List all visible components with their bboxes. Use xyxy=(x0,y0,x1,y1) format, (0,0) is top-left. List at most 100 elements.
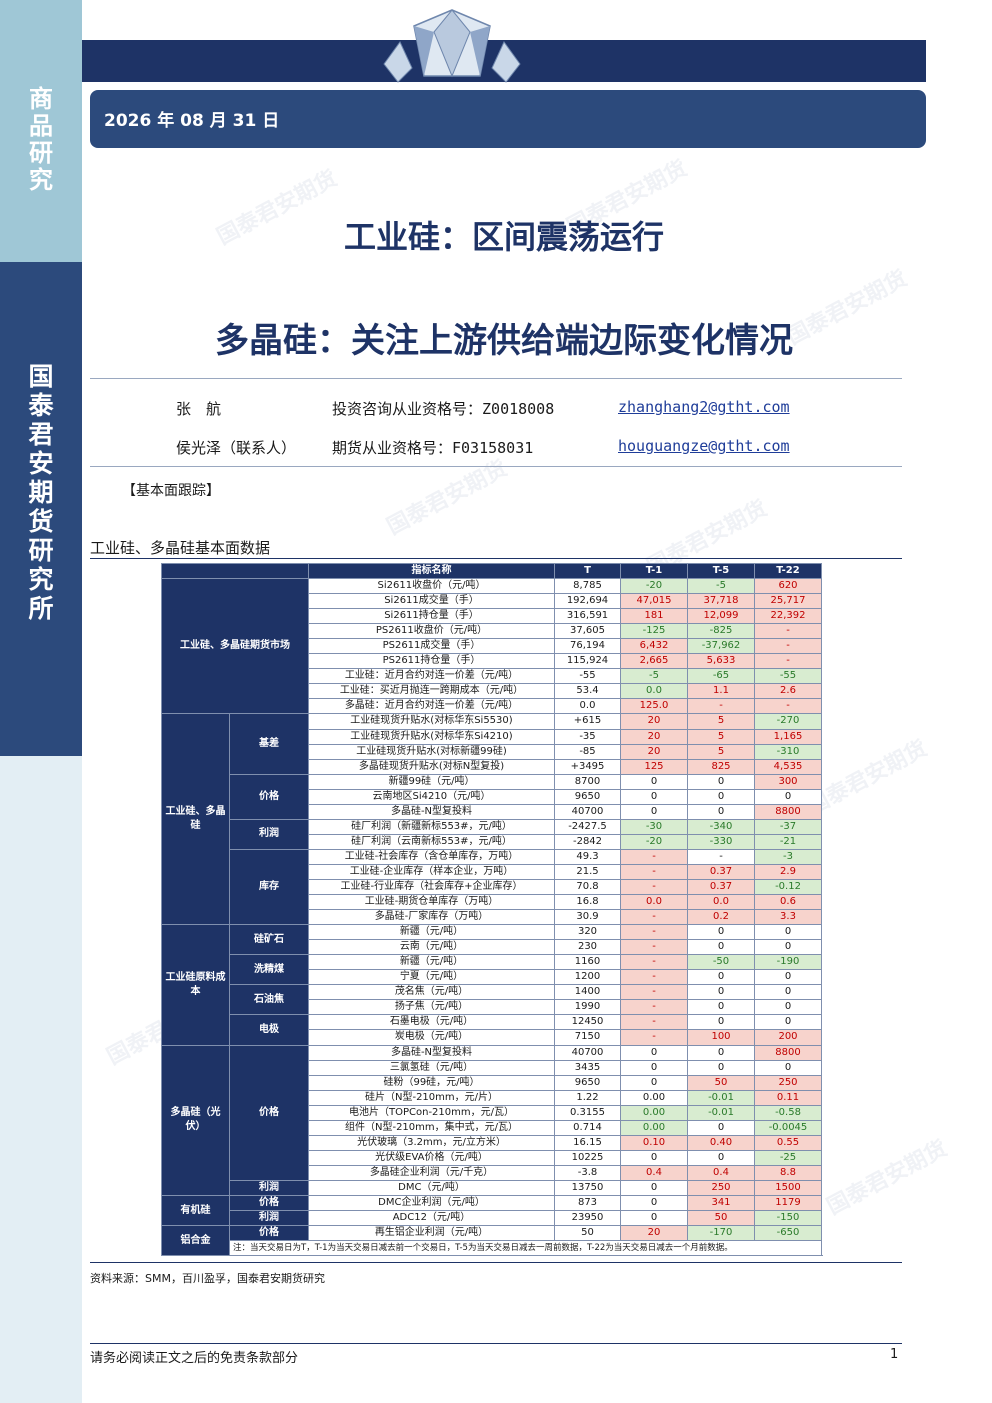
caption-underline xyxy=(90,558,902,559)
change-cell-t1: 0 xyxy=(620,803,688,820)
value-cell: +615 xyxy=(554,713,621,730)
subgroup-label: 利润 xyxy=(229,1210,309,1227)
footer-disclaimer: 请务必阅读正文之后的免责条款部分 xyxy=(90,1351,299,1366)
subgroup-label: 利润 xyxy=(229,1179,309,1196)
value-cell: 0.3155 xyxy=(554,1104,621,1121)
value-cell: 7150 xyxy=(554,1029,621,1046)
divider xyxy=(90,466,902,467)
subgroup-label: 利润 xyxy=(229,818,309,850)
date-banner xyxy=(90,90,926,148)
change-cell-t5: -5 xyxy=(687,578,755,595)
data-source: 资料来源：SMM，百川盈孚，国泰君安期货研究 xyxy=(90,1272,325,1285)
value-cell: 316,591 xyxy=(554,608,621,625)
col-header-indicator: 指标名称 xyxy=(308,562,555,580)
change-cell-t22: -3 xyxy=(754,848,822,865)
change-cell-t5: 0 xyxy=(687,788,755,805)
indicator-cell: 再生铝企业利润（元/吨） xyxy=(308,1225,555,1242)
indicator-cell: 新疆（元/吨） xyxy=(308,954,555,971)
value-cell: 16.15 xyxy=(554,1134,621,1151)
indicator-cell: Si2611成交量（手） xyxy=(308,593,555,610)
section-tag: 【基本面跟踪】 xyxy=(122,483,220,499)
change-cell-t22: 620 xyxy=(754,578,822,595)
indicator-cell: 多晶硅企业利润（元/千克） xyxy=(308,1164,555,1181)
change-cell-t22: 250 xyxy=(754,1074,822,1091)
change-cell-t5: 0.2 xyxy=(687,909,755,926)
table-row: 工业硅、多晶硅 基差 工业硅现货升贴水(对标华东Si5530) +615 20 5 -270 xyxy=(161,713,822,926)
value-cell: 230 xyxy=(554,939,621,956)
change-cell-t22: -270 xyxy=(754,713,822,730)
change-cell-t1: - xyxy=(620,954,688,971)
table-row: 多晶硅：近月合约对连一价差（元/吨） 0.0 125.0- - xyxy=(162,698,822,715)
table-row: 多晶硅（光伏） 价格 多晶硅-N型复投料 40700 0 0 8800 xyxy=(161,1044,822,1196)
subgroup-label: 石油焦 xyxy=(229,984,309,1016)
change-cell-t1: 0 xyxy=(620,1179,688,1196)
table-row: 电极 石墨电极（元/吨） 12450-0 0 xyxy=(162,1014,822,1046)
change-cell-t5: 0 xyxy=(687,773,755,790)
diamond-logo-icon xyxy=(383,9,521,83)
report-date: 2026 年 08 月 31 日 xyxy=(104,111,280,131)
table-row: 工业硅：买近月抛连一跨期成本（元/吨） 53.4 0.0 1.1 2.6 xyxy=(162,683,822,700)
table-row: 多晶硅-N型复投料 40700 0 0 8800 xyxy=(162,803,822,820)
author-cert: 期货从业资格号：F03158031 xyxy=(332,439,534,457)
subgroup-label: 基差 xyxy=(229,713,309,775)
table-row: 硅片（N型-210mm，元/片） 1.22 0.00 -0.01 0.11 xyxy=(162,1089,822,1106)
sidebar-top-band xyxy=(0,0,82,262)
value-cell: 3435 xyxy=(554,1059,621,1076)
change-cell-t22: 0 xyxy=(754,969,822,986)
change-cell-t5: 0 xyxy=(687,1044,755,1061)
table-row: 库存 工业硅-社会库存（含仓单库存，万吨） 49.3- - -3 xyxy=(162,848,822,926)
change-cell-t5: 0 xyxy=(687,924,755,941)
change-cell-t5: 0 xyxy=(687,803,755,820)
change-cell-t5: 100 xyxy=(687,1029,755,1046)
indicator-cell: 多晶硅现货升贴水(对标N型复投) xyxy=(308,758,555,775)
value-cell: -85 xyxy=(554,743,621,760)
author-email-link[interactable]: zhanghang2@gtht.com xyxy=(618,398,790,416)
change-cell-t22: - xyxy=(754,698,822,715)
change-cell-t5: -65 xyxy=(687,668,755,685)
label-char: 期 xyxy=(28,478,54,507)
change-cell-t5: 50 xyxy=(687,1074,755,1091)
change-cell-t22: 2.9 xyxy=(754,863,822,880)
change-cell-t1: - xyxy=(620,1029,688,1046)
label-char: 究 xyxy=(29,166,53,194)
label-char: 商 xyxy=(29,85,53,113)
label-char: 究 xyxy=(28,565,54,594)
value-cell: 1990 xyxy=(554,999,621,1016)
change-cell-t1: 20 xyxy=(620,713,688,730)
indicator-cell: 工业硅：买近月抛连一跨期成本（元/吨） xyxy=(308,683,555,700)
change-cell-t22: -25 xyxy=(754,1149,822,1166)
change-cell-t1: 6,432 xyxy=(620,638,688,655)
change-cell-t1: -30 xyxy=(620,818,688,835)
fundamentals-table: 指标名称 T T-1 T-5 T-22 工业硅、多晶硅期货市场 Si2611收盘价… xyxy=(161,562,822,1257)
value-cell: 53.4 xyxy=(554,683,621,700)
label-char: 所 xyxy=(28,594,54,623)
change-cell-t1: -5 xyxy=(620,668,688,685)
value-cell: 13750 xyxy=(554,1179,621,1196)
indicator-cell: 工业硅-行业库存（社会库存+企业库存） xyxy=(308,878,555,896)
indicator-cell: 多晶硅-N型复投料 xyxy=(308,1044,555,1061)
change-cell-t5: 5 xyxy=(687,743,755,760)
value-cell: -55 xyxy=(554,668,621,685)
label-char: 泰 xyxy=(28,391,54,420)
indicator-cell: 硅厂利润（新疆新标553#，元/吨） xyxy=(308,818,555,835)
change-cell-t1: - xyxy=(620,984,688,1001)
table-row: 价格 新疆99硅（元/吨） 8700 0 0 300 xyxy=(162,773,822,820)
change-cell-t22: - xyxy=(754,653,822,670)
change-cell-t5: 5,633 xyxy=(687,653,755,670)
change-cell-t22: 0.55 xyxy=(754,1134,822,1151)
author-email-link[interactable]: houguangze@gtht.com xyxy=(618,437,790,455)
indicator-cell: 硅厂利润（云南新标553#，元/吨） xyxy=(308,833,555,850)
indicator-cell: 宁夏（元/吨） xyxy=(308,969,555,986)
change-cell-t22: -0.0045 xyxy=(754,1119,822,1136)
value-cell: 192,694 xyxy=(554,593,621,610)
watermark: 国泰君安期货 xyxy=(383,456,512,541)
change-cell-t5: 12,099 xyxy=(687,608,755,625)
subgroup-label: 价格 xyxy=(229,1225,309,1242)
indicator-cell: 工业硅-期货仓单库存（万吨） xyxy=(308,894,555,911)
table-row: 铝合金 价格 再生铝企业利润（元/吨） 50 20 -170 -650 xyxy=(161,1225,822,1257)
value-cell: 115,924 xyxy=(554,653,621,670)
change-cell-t22: 1179 xyxy=(754,1194,822,1212)
change-cell-t22: 0 xyxy=(754,1014,822,1031)
change-cell-t1: - xyxy=(620,863,688,880)
label-char: 研 xyxy=(28,536,54,565)
